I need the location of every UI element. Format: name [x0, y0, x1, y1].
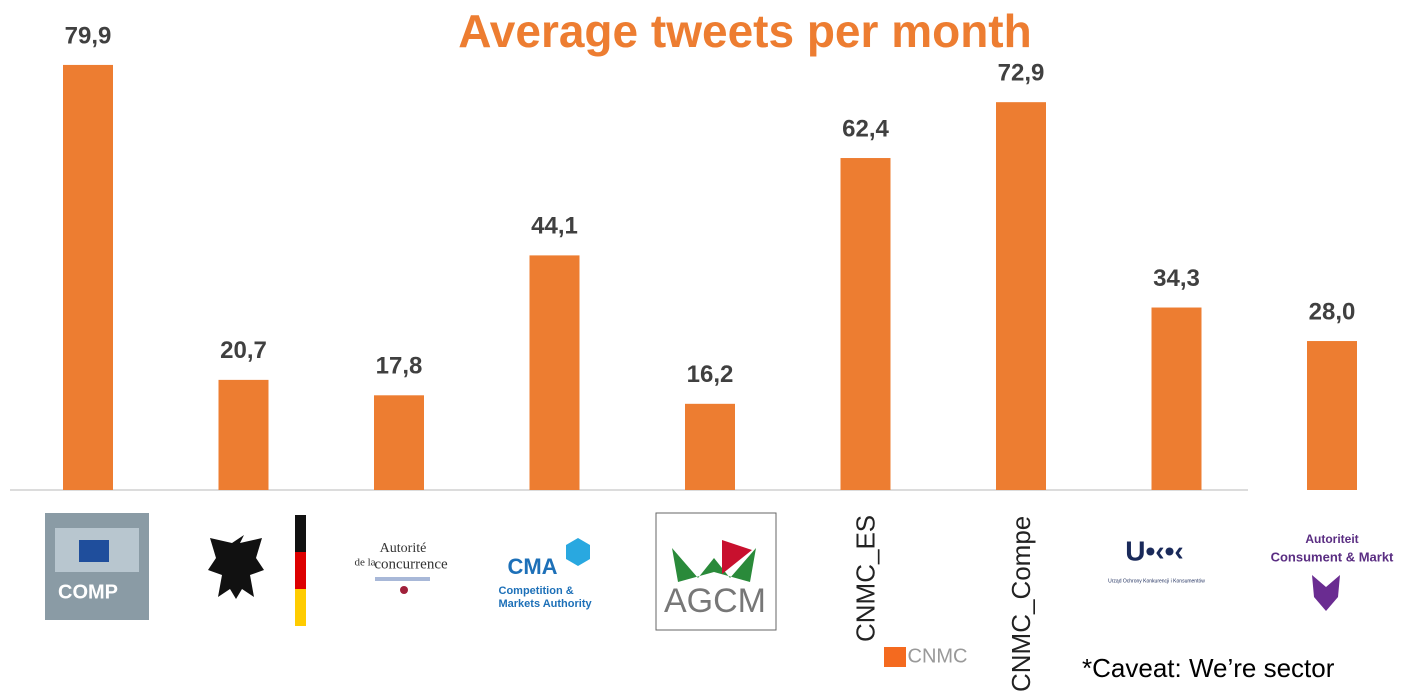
- logo-text: Markets Authority: [499, 598, 593, 610]
- logo-text: Autorité: [380, 541, 427, 556]
- logo-text: CMA: [507, 554, 557, 579]
- value-label: 34,3: [1153, 265, 1200, 292]
- logo-eagle: [208, 535, 264, 599]
- value-label: 16,2: [687, 361, 734, 388]
- logo-text: concurrence: [374, 556, 448, 572]
- value-label: 79,9: [65, 22, 112, 49]
- logo-text: U•‹•‹: [1125, 535, 1183, 566]
- logo-stripe: [295, 515, 306, 552]
- bar: [1151, 307, 1202, 490]
- logo-stripe: [295, 552, 306, 589]
- bar: [840, 158, 891, 491]
- chart-title: Average tweets per month: [458, 5, 1031, 57]
- bar: [374, 395, 424, 490]
- x-tick-label: CNMC_ES: [850, 515, 880, 642]
- logo-mark: [672, 548, 756, 582]
- x-tick-label: CNMC_Compe: [1006, 516, 1036, 692]
- bar: [685, 403, 735, 490]
- logo-text: Autoriteit: [1305, 532, 1358, 546]
- value-label: 44,1: [531, 213, 578, 240]
- value-label: 28,0: [1309, 298, 1356, 325]
- logo-bar: [375, 577, 430, 581]
- bar: [218, 379, 269, 490]
- bar: [63, 64, 113, 490]
- annotation: *Caveat: We’re sector: [1082, 653, 1335, 683]
- logo-text: Competition &: [499, 585, 574, 597]
- logo-text: CNMC: [908, 645, 968, 667]
- bar: [529, 255, 580, 490]
- logo-square: [884, 647, 906, 667]
- logo-stripe: [295, 589, 306, 626]
- value-label: 17,8: [376, 353, 423, 380]
- bar: [996, 102, 1046, 490]
- logo-text: COMP: [58, 581, 118, 603]
- logo-dot: [400, 586, 408, 594]
- value-label: 20,7: [220, 337, 267, 364]
- logo-text: AGCM: [664, 582, 766, 620]
- value-label: 62,4: [842, 115, 889, 142]
- logo-mark-red: [722, 540, 752, 574]
- logo-heart: [1312, 575, 1340, 611]
- logo-flag: [79, 540, 109, 562]
- logo-hex: [566, 538, 590, 566]
- bar: [1307, 341, 1357, 490]
- logo-text: de la: [354, 557, 375, 569]
- logo-text: Consument & Markt: [1271, 549, 1394, 564]
- value-label: 72,9: [998, 60, 1045, 87]
- logo-text: Urząd Ochrony Konkurencji i Konsumentów: [1108, 578, 1205, 584]
